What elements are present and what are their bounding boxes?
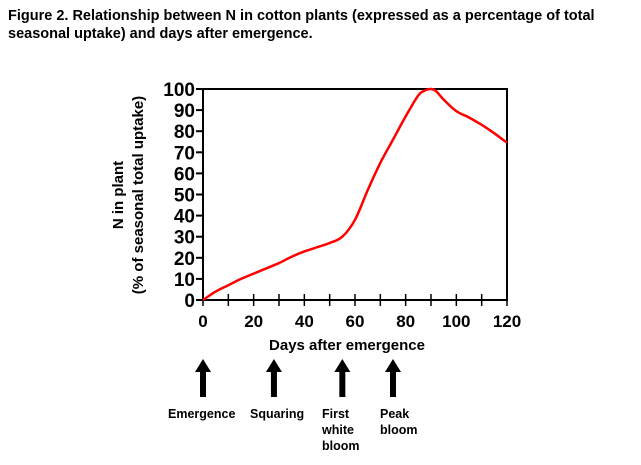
milestone-label-line: bloom xyxy=(380,423,418,437)
y-tick-label: 30 xyxy=(174,228,195,249)
y-tick-label: 20 xyxy=(174,249,195,270)
figure-caption: Figure 2. Relationship between N in cott… xyxy=(8,8,595,42)
milestone-label-line: Peak xyxy=(380,407,410,421)
y-tick-label: 90 xyxy=(174,101,195,122)
milestone-arrows xyxy=(195,359,401,397)
y-axis-label: N in plant (% of seasonal total uptake) xyxy=(110,96,147,294)
y-tick-label: 50 xyxy=(174,186,195,207)
y-axis-label-line: N in plant xyxy=(110,161,127,229)
x-axis-label: Days after emergence xyxy=(269,337,425,354)
y-tick-label: 0 xyxy=(184,291,195,312)
plot-border xyxy=(202,88,508,301)
x-axis: 0 20 40 60 80 100 120 xyxy=(198,294,521,331)
y-tick-label: 70 xyxy=(174,143,195,164)
milestone-label-line: First xyxy=(322,407,350,421)
milestone-label: Peak bloom xyxy=(380,406,418,438)
milestone-label-line: Squaring xyxy=(250,407,305,421)
up-arrow-icon xyxy=(265,359,282,397)
y-tick-label: 10 xyxy=(174,270,195,291)
up-arrow-icon xyxy=(195,359,211,397)
milestone-label: Squaring xyxy=(250,406,304,422)
milestone-label: Emergence xyxy=(168,406,235,422)
milestone-label-line: Emergence xyxy=(168,407,236,421)
series-line xyxy=(202,87,508,302)
up-arrow-icon xyxy=(334,359,351,397)
y-tick-label: 100 xyxy=(163,80,195,101)
x-tick-label: 0 xyxy=(198,312,207,331)
milestone-label: First white bloom xyxy=(322,406,360,454)
y-tick-label: 40 xyxy=(174,207,195,228)
y-tick-label: 60 xyxy=(174,164,195,185)
x-tick-label: 80 xyxy=(396,312,415,331)
x-tick-label: 100 xyxy=(442,312,470,331)
milestone-label-line: bloom xyxy=(322,439,360,453)
x-tick-label: 60 xyxy=(346,312,365,331)
plot-frame xyxy=(202,88,508,301)
y-tick-label: 80 xyxy=(174,122,195,143)
x-tick-label: 40 xyxy=(295,312,314,331)
up-arrow-icon xyxy=(385,359,401,397)
y-axis-label-line: (% of seasonal total uptake) xyxy=(130,96,147,294)
series-layer xyxy=(202,87,508,302)
milestone-label-line: white xyxy=(322,423,354,437)
x-tick-label: 20 xyxy=(244,312,263,331)
x-tick-label: 120 xyxy=(493,312,521,331)
